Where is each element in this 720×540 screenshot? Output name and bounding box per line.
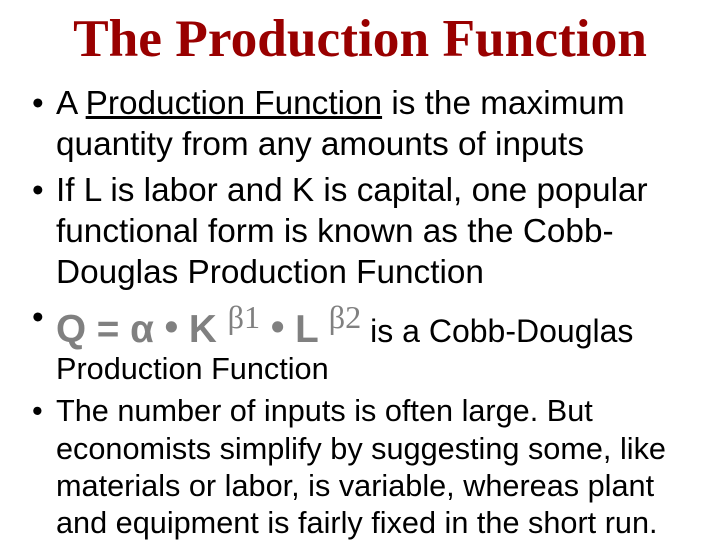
bullet-1-prefix: A <box>56 85 86 122</box>
bullet-item-3-formula: Q = α • K β1 • L β2 is a Cobb-Douglas Pr… <box>30 299 690 387</box>
formula-tail-nextline: Production Function <box>56 352 690 387</box>
formula-exp-beta2: β2 <box>329 299 362 335</box>
formula-exp-beta1: β1 <box>228 299 261 335</box>
cobb-douglas-formula: Q = α • K β1 • L β2 <box>56 308 361 351</box>
bullet-item-2: If L is labor and K is capital, one popu… <box>30 171 690 293</box>
formula-dot-2: • <box>260 306 295 349</box>
slide-title: The Production Function <box>30 10 690 66</box>
bullet-item-1: A Production Function is the maximum qua… <box>30 84 690 165</box>
formula-K: K <box>189 308 228 351</box>
bullet-item-4: The number of inputs is often large. But… <box>30 393 690 540</box>
bullet-1-underlined-term: Production Function <box>86 85 382 122</box>
formula-alpha: α <box>130 308 154 351</box>
bullet-list: A Production Function is the maximum qua… <box>30 84 690 540</box>
formula-Q-eq: Q = <box>56 308 130 351</box>
formula-L: L <box>295 308 329 351</box>
slide: The Production Function A Production Fun… <box>0 0 720 540</box>
bullet-4-text: The number of inputs is often large. But… <box>56 394 666 540</box>
bullet-2-text: If L is labor and K is capital, one popu… <box>56 172 648 290</box>
formula-tail-inline: is a Cobb-Douglas <box>361 313 633 349</box>
formula-dot-1: • <box>154 306 189 349</box>
